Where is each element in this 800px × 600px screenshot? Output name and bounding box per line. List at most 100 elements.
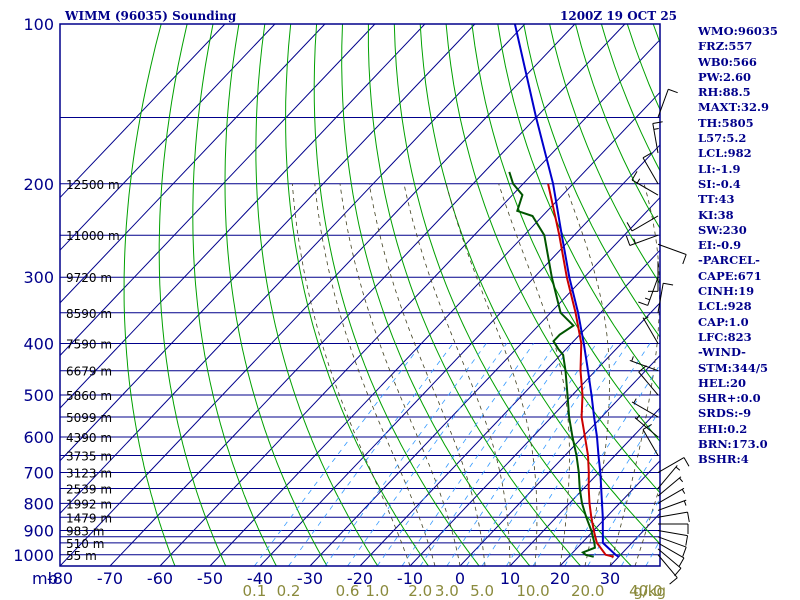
barb-staff: [638, 371, 659, 396]
barb-half-flag: [636, 178, 641, 184]
height-label: 5099 m: [66, 411, 112, 425]
temperature-tick-label: -40: [247, 569, 273, 588]
mixing-ratio-unit: g/kg: [633, 582, 666, 600]
height-label: 11000 m: [66, 229, 120, 243]
barb-flag: [638, 365, 647, 373]
barb-staff: [657, 499, 687, 511]
barb-staff: [657, 476, 682, 497]
barb-staff: [642, 429, 659, 456]
mixing-ratio-label: 0.1: [243, 582, 267, 600]
barb-half-flag: [679, 477, 684, 483]
index-item: -WIND-: [698, 345, 746, 360]
mixing-ratio-line: [466, 343, 615, 566]
mixing-ratio-line: [254, 343, 423, 566]
moist-adiabat: [314, 183, 436, 566]
temperature-tick-label: -50: [197, 569, 223, 588]
height-label: 8590 m: [66, 307, 112, 321]
barb-flag: [678, 557, 685, 567]
index-item: RH:88.5: [698, 85, 751, 100]
barb-flag: [626, 222, 633, 232]
dry-adiabat: [783, 24, 800, 566]
height-label: 3735 m: [66, 449, 112, 463]
barb-staff: [634, 417, 659, 438]
barb-staff: [631, 179, 659, 196]
pressure-tick-label: 300: [23, 268, 54, 287]
temperature-tick-label: 10: [500, 569, 520, 588]
dry-adiabat: [367, 24, 581, 566]
dry-adiabat: [393, 24, 632, 566]
index-item: TH:5805: [698, 115, 754, 130]
moist-adiabat: [634, 484, 660, 566]
barb-staff: [631, 215, 659, 232]
temperature-tick-label: 0: [455, 569, 465, 588]
barb-half-flag: [653, 127, 659, 130]
height-label: 12500 m: [66, 178, 120, 192]
index-item: EI:-0.9: [698, 238, 742, 253]
barb-half-flag: [675, 466, 681, 471]
isotherm-line: [60, 24, 376, 357]
barb-staff: [657, 536, 687, 548]
moist-adiabat: [368, 183, 486, 566]
dry-adiabat: [445, 24, 660, 494]
height-label: 9720 m: [66, 271, 112, 285]
barb-staff: [657, 457, 685, 473]
height-label: 1479 m: [66, 511, 112, 525]
barb-staff: [657, 548, 682, 569]
mixing-ratio-line: [446, 343, 597, 566]
barb-flag: [642, 424, 652, 430]
barb-staff: [657, 283, 664, 313]
isotherm-line: [159, 38, 660, 566]
dry-adiabat: [224, 24, 328, 566]
barb-flag: [631, 171, 638, 181]
moist-adiabat: [498, 183, 570, 566]
mixing-ratio-line: [506, 343, 651, 566]
index-item: LI:-1.9: [698, 161, 741, 176]
dry-adiabat: [497, 24, 660, 391]
barb-flag: [685, 535, 689, 546]
isotherm-line: [60, 24, 276, 251]
dry-adiabat: [285, 24, 429, 566]
dry-adiabat: [419, 24, 660, 545]
index-item: TT:43: [698, 192, 735, 207]
isotherm-line: [60, 24, 476, 462]
barb-staff: [629, 359, 659, 372]
barb-flag: [638, 301, 648, 306]
index-item: L57:5.2: [698, 131, 747, 146]
mixing-ratio-line: [347, 343, 508, 566]
barb-staff: [631, 401, 659, 418]
temperature-tick-label: -20: [347, 569, 373, 588]
mixing-ratio-line: [324, 343, 487, 566]
wind-barb: [625, 234, 659, 246]
index-item: BSHR:4: [698, 452, 749, 467]
mixing-ratio-line: [532, 363, 660, 566]
barb-staff: [657, 529, 688, 537]
index-item: -PARCEL-: [698, 253, 760, 268]
pressure-unit-label: mb: [32, 569, 58, 588]
dry-adiabat: [123, 24, 176, 566]
moist-adiabat: [339, 183, 461, 566]
index-item: SHR+:0.0: [698, 391, 761, 406]
parcel-trace: [513, 24, 620, 558]
wind-barb: [657, 554, 678, 585]
temperature-trace: [547, 183, 614, 558]
isotherm-line: [309, 196, 660, 566]
index-item: LFC:823: [698, 329, 752, 344]
mixing-ratio-label: 0.2: [277, 582, 301, 600]
mixing-ratio-label: 3.0: [435, 582, 459, 600]
pressure-tick-label: 700: [23, 464, 54, 483]
dry-adiabat: [255, 24, 379, 566]
barb-half-flag: [636, 414, 641, 420]
index-item: WB0:566: [698, 54, 757, 69]
moist-adiabat: [403, 183, 511, 566]
temperature-tick-label: -60: [147, 569, 173, 588]
barb-flag: [683, 457, 690, 467]
isotherm-line: [409, 302, 660, 566]
barb-staff: [642, 317, 659, 344]
barb-flag: [663, 282, 674, 286]
valid-time: 1200Z 19 OCT 25: [560, 9, 678, 23]
index-item: HEL:20: [698, 375, 746, 390]
moist-adiabat: [445, 183, 538, 566]
index-item: EHI:0.2: [698, 421, 748, 436]
barb-half-flag: [633, 238, 636, 244]
barb-flag: [625, 235, 631, 246]
